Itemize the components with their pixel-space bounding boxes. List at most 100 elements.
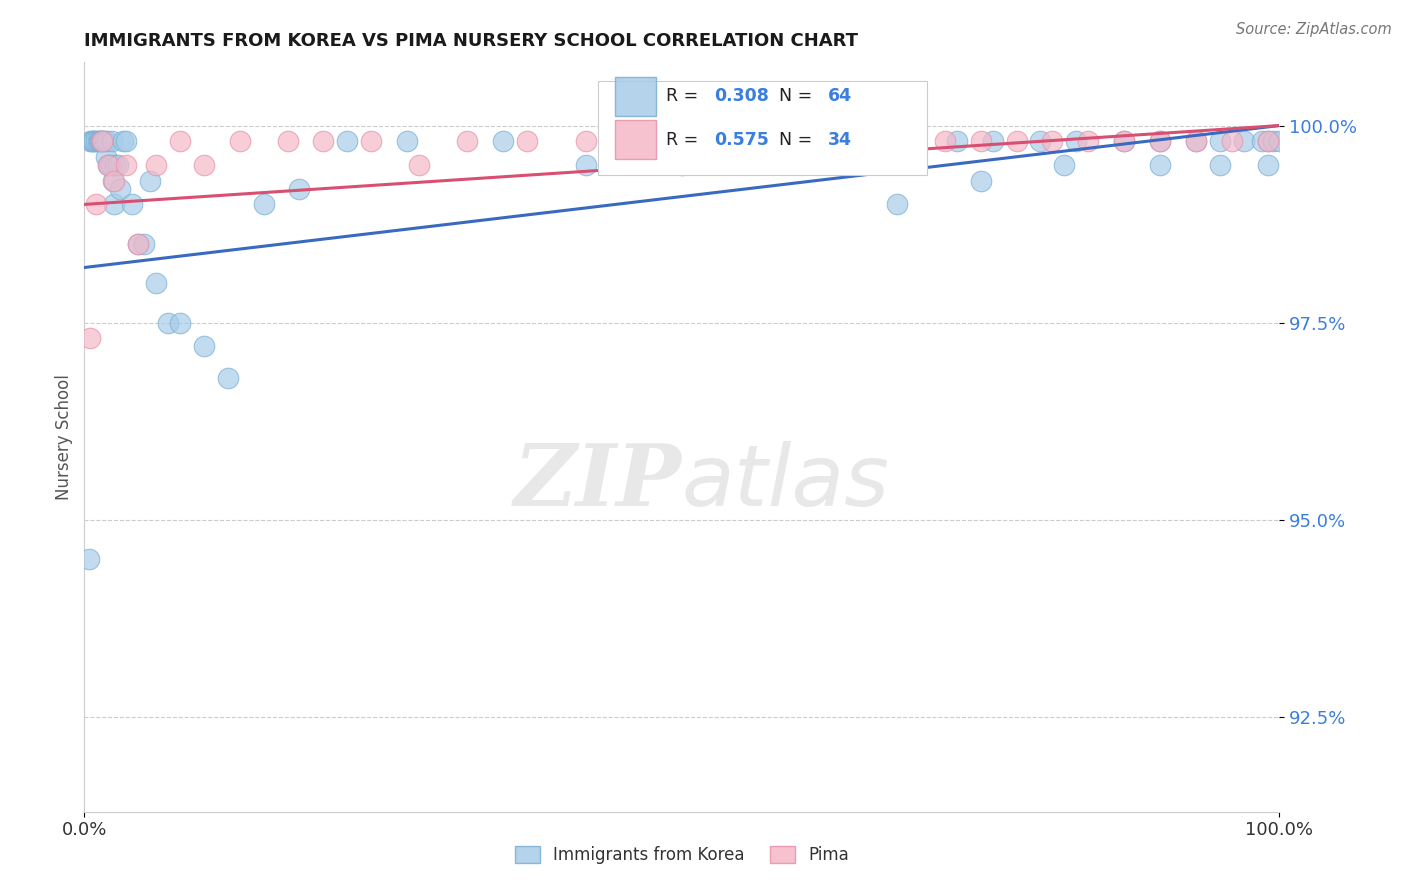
Point	[970, 134, 993, 148]
Point	[89, 134, 111, 148]
Point	[1114, 134, 1136, 148]
Point	[107, 158, 129, 172]
Point	[981, 134, 1004, 148]
Point	[157, 316, 180, 330]
Point	[1250, 134, 1272, 148]
Point	[814, 134, 837, 148]
Point	[193, 339, 215, 353]
Point	[1209, 134, 1232, 148]
Text: IMMIGRANTS FROM KOREA VS PIMA NURSERY SCHOOL CORRELATION CHART: IMMIGRANTS FROM KOREA VS PIMA NURSERY SC…	[84, 32, 858, 50]
Point	[169, 134, 191, 148]
Point	[970, 174, 993, 188]
Point	[80, 134, 103, 148]
Point	[516, 134, 538, 148]
Point	[100, 158, 122, 172]
Point	[93, 134, 115, 148]
Text: R =: R =	[666, 130, 704, 149]
Point	[93, 134, 115, 148]
Point	[1263, 134, 1285, 148]
Point	[1220, 134, 1243, 148]
Point	[132, 236, 156, 251]
Point	[862, 134, 884, 148]
Point	[575, 134, 598, 148]
Point	[898, 134, 921, 148]
Point	[1077, 134, 1099, 148]
Point	[229, 134, 252, 148]
Point	[82, 134, 104, 148]
Point	[98, 158, 121, 172]
Point	[312, 134, 335, 148]
Point	[139, 174, 162, 188]
Point	[636, 134, 658, 148]
Point	[253, 197, 276, 211]
Point	[86, 134, 108, 148]
Point	[1268, 134, 1291, 148]
Point	[575, 158, 598, 172]
Point	[101, 174, 124, 188]
Point	[91, 134, 114, 148]
Point	[755, 134, 778, 148]
Point	[408, 158, 430, 172]
Point	[101, 134, 124, 148]
Point	[1053, 158, 1076, 172]
Point	[1185, 134, 1208, 148]
Point	[127, 236, 149, 251]
Point	[1149, 134, 1171, 148]
Legend: Immigrants from Korea, Pima: Immigrants from Korea, Pima	[509, 839, 855, 871]
Point	[336, 134, 359, 148]
Text: N =: N =	[768, 130, 818, 149]
Point	[87, 134, 110, 148]
Point	[396, 134, 419, 148]
Point	[1209, 158, 1232, 172]
Point	[103, 197, 125, 211]
Point	[1257, 134, 1279, 148]
Point	[77, 552, 100, 566]
Text: atlas: atlas	[682, 441, 890, 524]
Text: N =: N =	[768, 87, 818, 105]
Point	[1149, 158, 1171, 172]
Point	[104, 158, 127, 172]
Point	[934, 134, 956, 148]
Text: ZIP: ZIP	[515, 441, 682, 524]
Point	[86, 134, 108, 148]
Point	[755, 134, 778, 148]
Point	[115, 134, 138, 148]
Point	[83, 134, 105, 148]
Point	[97, 158, 120, 172]
Text: 0.308: 0.308	[714, 87, 769, 105]
Point	[97, 158, 120, 172]
Text: 64: 64	[828, 87, 852, 105]
Point	[96, 134, 118, 148]
Point	[1257, 134, 1279, 148]
Point	[492, 134, 515, 148]
FancyBboxPatch shape	[599, 81, 927, 175]
Point	[94, 150, 117, 164]
Point	[288, 181, 311, 195]
Point	[115, 158, 138, 172]
Point	[79, 134, 101, 148]
Point	[111, 134, 134, 148]
Point	[217, 371, 239, 385]
Point	[86, 197, 108, 211]
Point	[886, 134, 908, 148]
Point	[277, 134, 299, 148]
Text: 0.575: 0.575	[714, 130, 769, 149]
Point	[360, 134, 382, 148]
Point	[169, 316, 191, 330]
Point	[1114, 134, 1136, 148]
Text: 34: 34	[828, 130, 852, 149]
Point	[79, 331, 101, 345]
Point	[103, 174, 125, 188]
Point	[91, 134, 114, 148]
Point	[695, 134, 717, 148]
Point	[90, 134, 112, 148]
Point	[886, 197, 908, 211]
Point	[121, 197, 143, 211]
Point	[1149, 134, 1171, 148]
FancyBboxPatch shape	[614, 77, 655, 116]
Point	[1233, 134, 1256, 148]
Point	[456, 134, 478, 148]
Point	[110, 181, 132, 195]
Y-axis label: Nursery School: Nursery School	[55, 374, 73, 500]
Point	[127, 236, 149, 251]
